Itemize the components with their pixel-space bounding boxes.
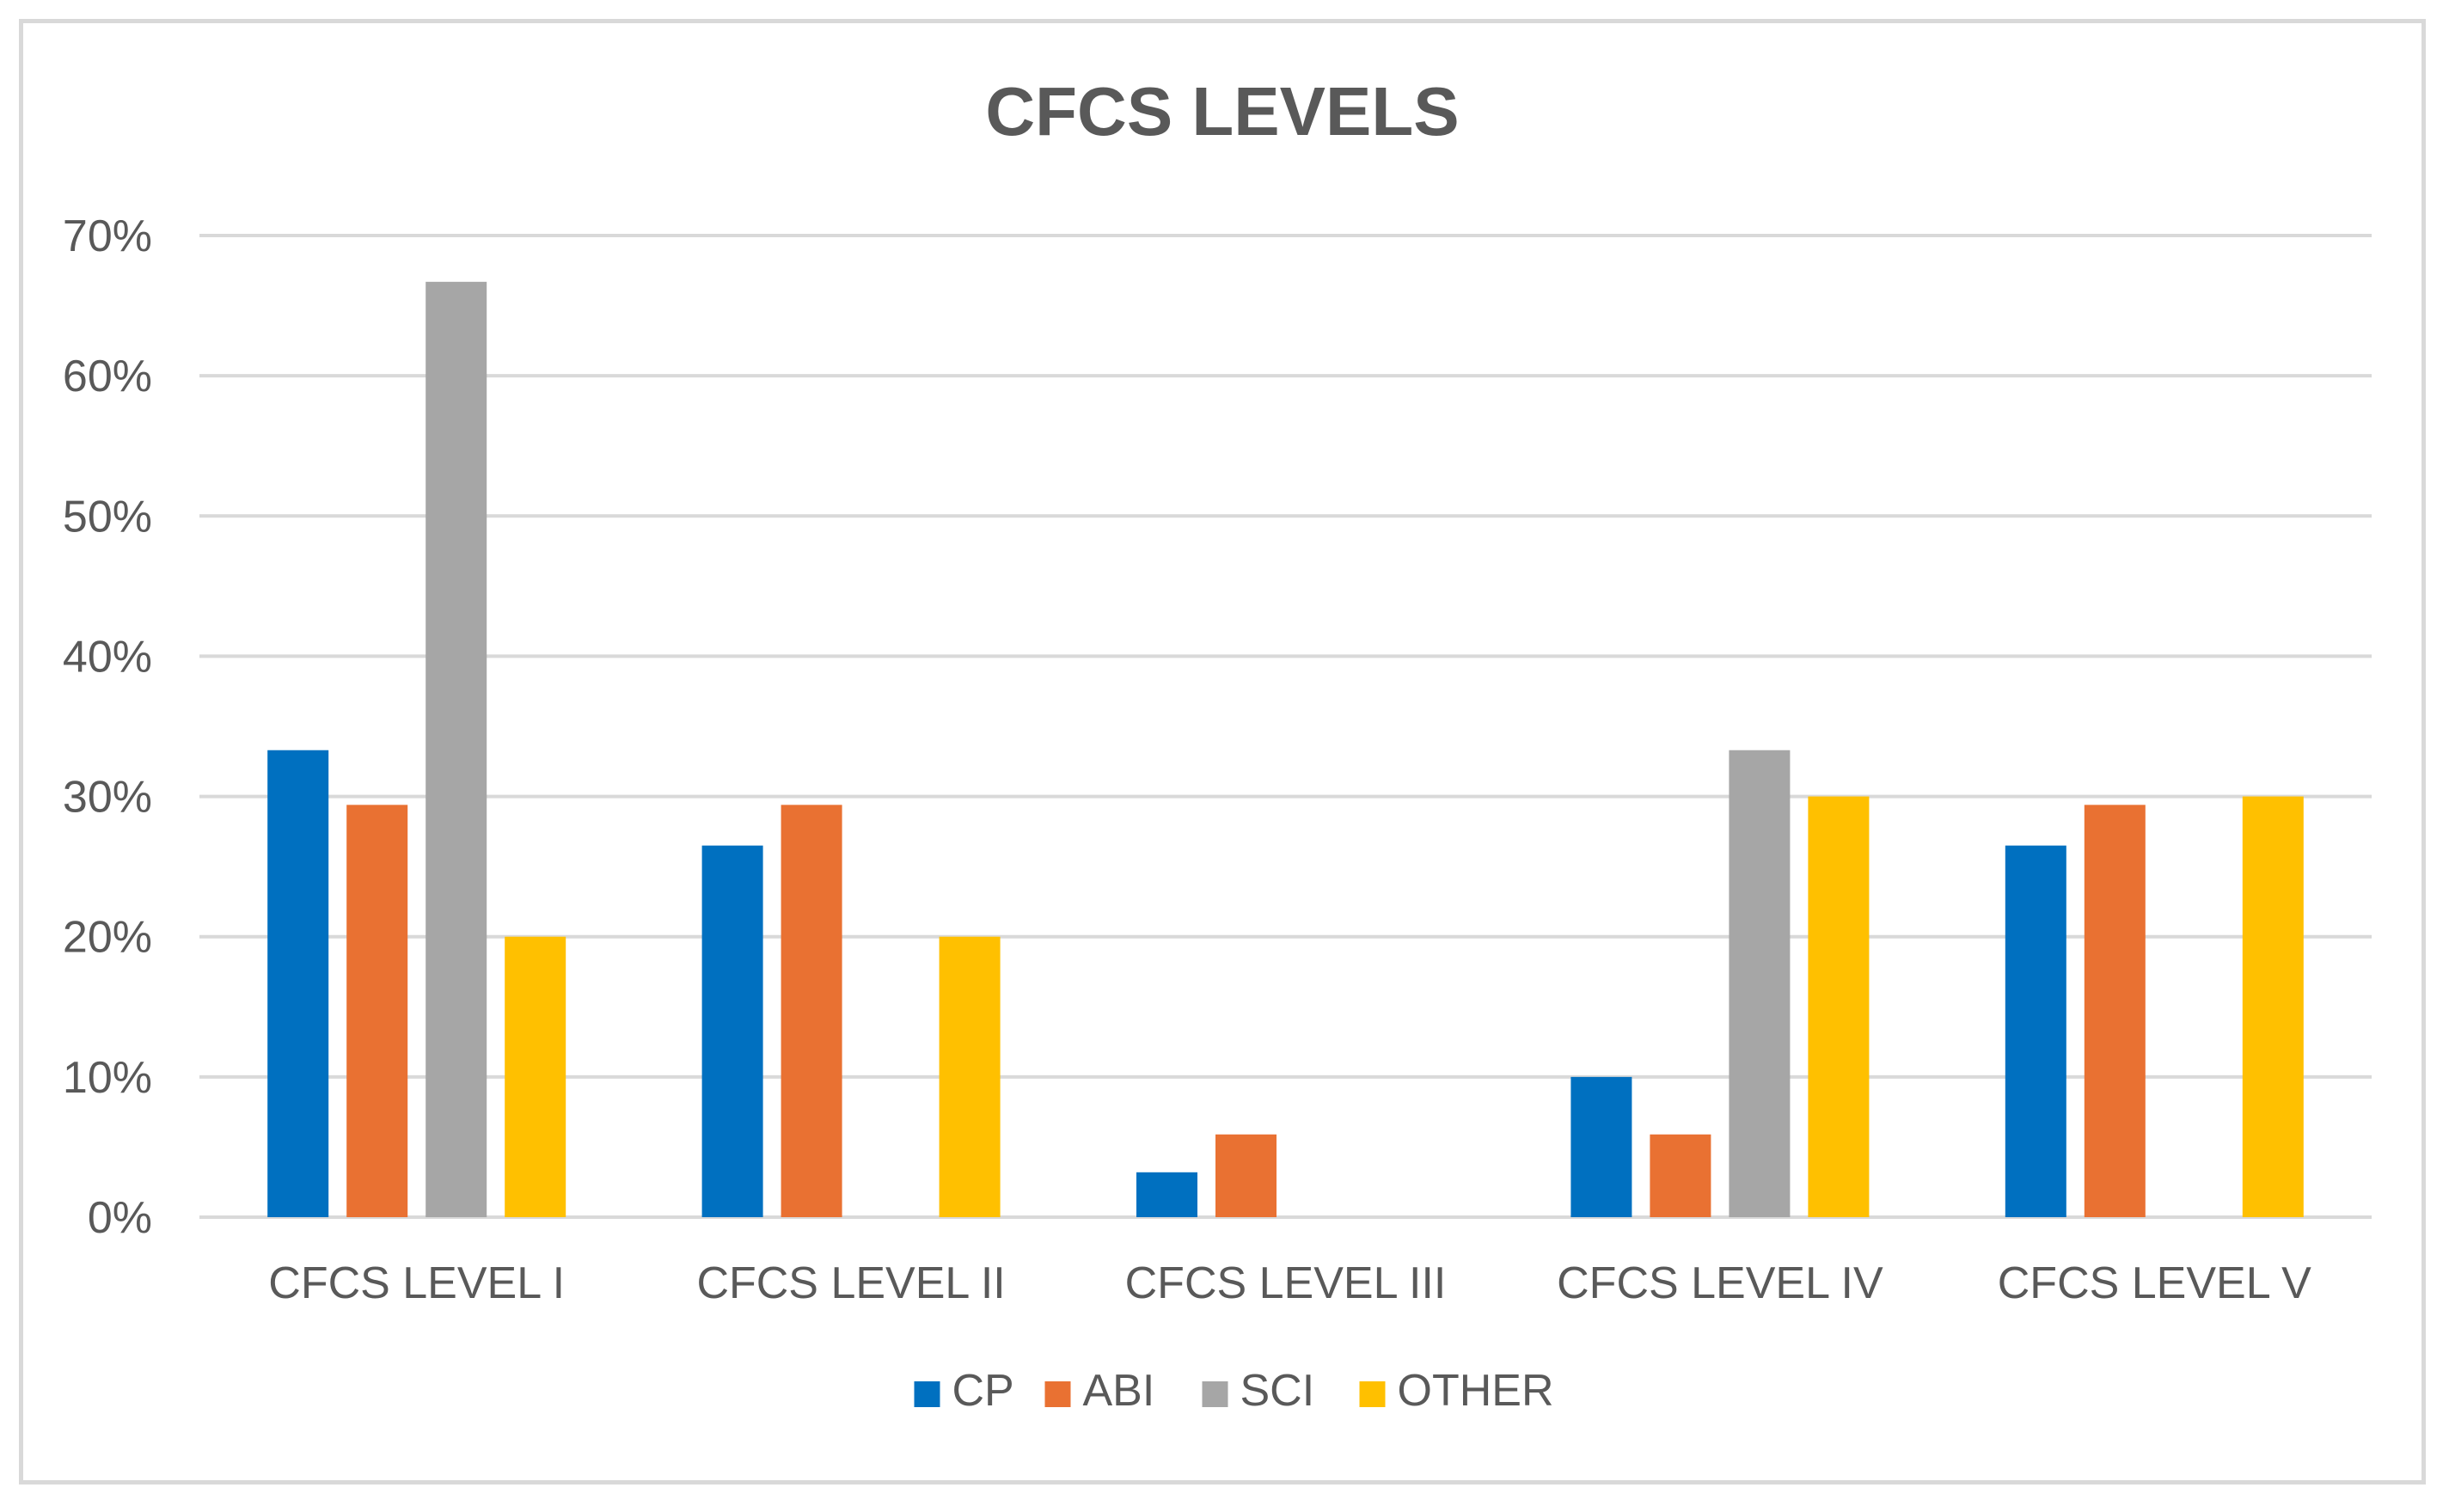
y-tick-label: 60% — [63, 352, 152, 401]
legend-label: OTHER — [1398, 1366, 1554, 1416]
x-tick-label: CFCS LEVEL II — [696, 1258, 1005, 1308]
y-tick-label: 70% — [63, 211, 152, 261]
bar-cp-4 — [1570, 1076, 1632, 1217]
bar-other-1 — [505, 936, 566, 1217]
x-tick-label: CFCS LEVEL I — [268, 1258, 565, 1308]
bar-cp-5 — [2005, 845, 2066, 1217]
x-tick-label: CFCS LEVEL III — [1125, 1258, 1447, 1308]
bar-cp-2 — [701, 845, 763, 1217]
chart-title: CFCS LEVELS — [985, 73, 1459, 150]
legend-label: ABI — [1083, 1366, 1155, 1416]
legend-swatch — [1044, 1381, 1071, 1407]
bar-abi-3 — [1215, 1134, 1277, 1217]
bar-cp-1 — [267, 750, 329, 1217]
bar-abi-5 — [2084, 805, 2146, 1217]
bar-abi-2 — [781, 805, 842, 1217]
chart-canvas: CFCS LEVELS 0% 10% 20% 30% 40% 50% 60% 70% CFCS… — [63, 73, 2372, 1416]
bar-other-5 — [2242, 796, 2304, 1217]
legend-item-abi: ABI — [1044, 1366, 1155, 1416]
bar-cp-3 — [1136, 1172, 1197, 1217]
legend: CP ABI SCI OTHER — [914, 1366, 1554, 1416]
x-tick-label: CFCS LEVEL IV — [1557, 1258, 1883, 1308]
y-axis-tick-labels: 0% 10% 20% 30% 40% 50% 60% 70% — [63, 211, 152, 1243]
legend-item-other: OTHER — [1359, 1366, 1554, 1416]
bar-other-4 — [1808, 796, 1870, 1217]
y-tick-label: 50% — [63, 492, 152, 542]
legend-item-cp: CP — [914, 1366, 1014, 1416]
bar-other-2 — [939, 936, 1001, 1217]
y-tick-label: 10% — [63, 1053, 152, 1103]
y-tick-label: 40% — [63, 632, 152, 682]
bar-sci-1 — [426, 281, 487, 1217]
legend-swatch — [1202, 1381, 1228, 1407]
chart-frame: CFCS LEVELS 0% 10% 20% 30% 40% 50% 60% 70% CFCS… — [19, 19, 2426, 1484]
legend-label: CP — [952, 1366, 1014, 1416]
legend-label: SCI — [1240, 1366, 1315, 1416]
bar-sci-4 — [1729, 750, 1791, 1217]
y-tick-label: 0% — [88, 1193, 152, 1243]
x-tick-label: CFCS LEVEL V — [1998, 1258, 2311, 1308]
bar-abi-1 — [346, 805, 408, 1217]
bars — [267, 281, 2304, 1217]
legend-swatch — [1359, 1381, 1386, 1407]
y-tick-label: 20% — [63, 913, 152, 963]
bar-abi-4 — [1650, 1134, 1711, 1217]
x-axis-tick-labels: CFCS LEVEL I CFCS LEVEL II CFCS LEVEL III C… — [268, 1258, 2311, 1308]
y-tick-label: 30% — [63, 773, 152, 823]
legend-item-sci: SCI — [1202, 1366, 1315, 1416]
legend-swatch — [914, 1381, 940, 1407]
